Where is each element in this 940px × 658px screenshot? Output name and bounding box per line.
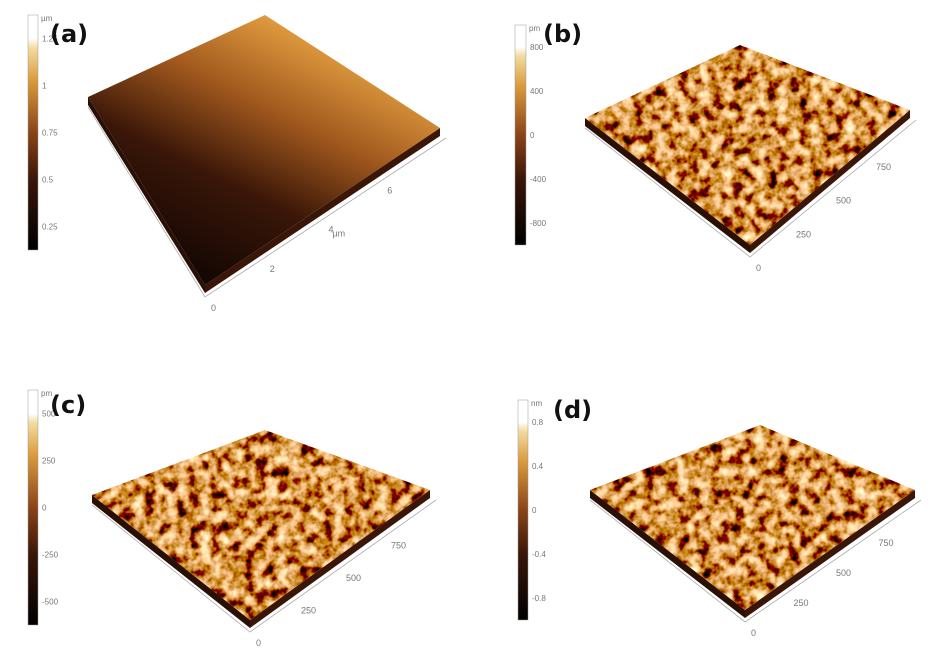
axis-tick: 500	[346, 573, 361, 583]
colorbar-unit: µm	[41, 14, 53, 23]
colorbar-tick: -400	[530, 175, 547, 184]
colorbar-tick: 0	[532, 506, 537, 515]
axis-tick: 0	[751, 628, 756, 638]
surface-side	[590, 490, 745, 618]
colorbar-tick: 0.4	[532, 462, 544, 471]
colorbar-tick: 250	[42, 457, 56, 466]
axis-tick: 0	[211, 303, 216, 313]
axis-tick: 750	[391, 541, 406, 551]
axis-tick: 500	[836, 568, 851, 578]
surface-side	[205, 128, 440, 293]
surface	[585, 45, 910, 245]
panel: pm 800 400 0 -400 -800 0 250 500 750 (b)	[514, 20, 917, 273]
surface	[590, 425, 915, 610]
colorbar-unit: nm	[531, 399, 542, 408]
colorbar-tick: -0.8	[532, 594, 546, 603]
colorbar-tick: 0.75	[42, 129, 58, 138]
colorbar-tick: -0.4	[532, 550, 546, 559]
surface-side	[745, 490, 915, 618]
axis-line	[589, 499, 922, 623]
colorbar-tick: 400	[530, 87, 544, 96]
axis-line	[91, 499, 437, 633]
colorbar-unit: pm	[529, 24, 540, 33]
panel-label: (c)	[50, 391, 86, 419]
colorbar-tick: -500	[42, 598, 59, 607]
axis-tick: 0	[756, 263, 761, 273]
surface-side	[88, 97, 205, 293]
colorbar-tick: 800	[530, 43, 544, 52]
colorbar-tick: 500	[42, 410, 56, 419]
axis-unit: µm	[333, 229, 346, 239]
colorbar	[514, 24, 527, 246]
colorbar-tick: 1	[42, 82, 47, 91]
colorbar-tick: 0.8	[532, 418, 544, 427]
axis-line	[584, 119, 917, 258]
panel-label: (a)	[50, 20, 88, 48]
colorbar-tick: 0.5	[42, 176, 54, 185]
surface-side	[750, 110, 910, 253]
axis-tick: 750	[879, 538, 894, 548]
axis-tick: 4	[329, 225, 334, 235]
colorbar-tick: 0	[42, 504, 47, 513]
panel-label: (d)	[553, 396, 592, 424]
axis-tick: 250	[301, 606, 316, 616]
colorbar-tick: -800	[530, 219, 547, 228]
axis-tick: 500	[836, 196, 851, 206]
axis-tick: 250	[794, 598, 809, 608]
surface-side	[92, 495, 250, 628]
surface	[92, 430, 430, 620]
surface	[88, 15, 440, 285]
colorbar-tick: 0	[530, 131, 535, 140]
surface-side	[585, 118, 750, 253]
colorbar-tick: 1.25	[42, 35, 58, 44]
colorbar	[27, 14, 39, 251]
axis-tick: 250	[796, 229, 811, 239]
axis-tick: 6	[387, 185, 392, 195]
colorbar-unit: pm	[41, 389, 52, 398]
panel: nm 0.8 0.4 0 -0.4 -0.8 0 250 500 750 (d)	[517, 396, 922, 638]
panel-label: (b)	[543, 20, 582, 48]
surface-side	[250, 490, 430, 628]
colorbar-tick: 0.25	[42, 223, 58, 232]
axis-tick: 0	[256, 638, 261, 648]
axis-tick: 2	[270, 264, 275, 274]
axis-tick: 750	[876, 162, 891, 172]
colorbar	[517, 399, 529, 621]
colorbar	[27, 389, 39, 626]
panel: pm 500 250 0 -250 -500 0 250 500 750 (c)	[27, 389, 437, 648]
colorbar-tick: -250	[42, 551, 59, 560]
axis-line	[87, 106, 447, 298]
